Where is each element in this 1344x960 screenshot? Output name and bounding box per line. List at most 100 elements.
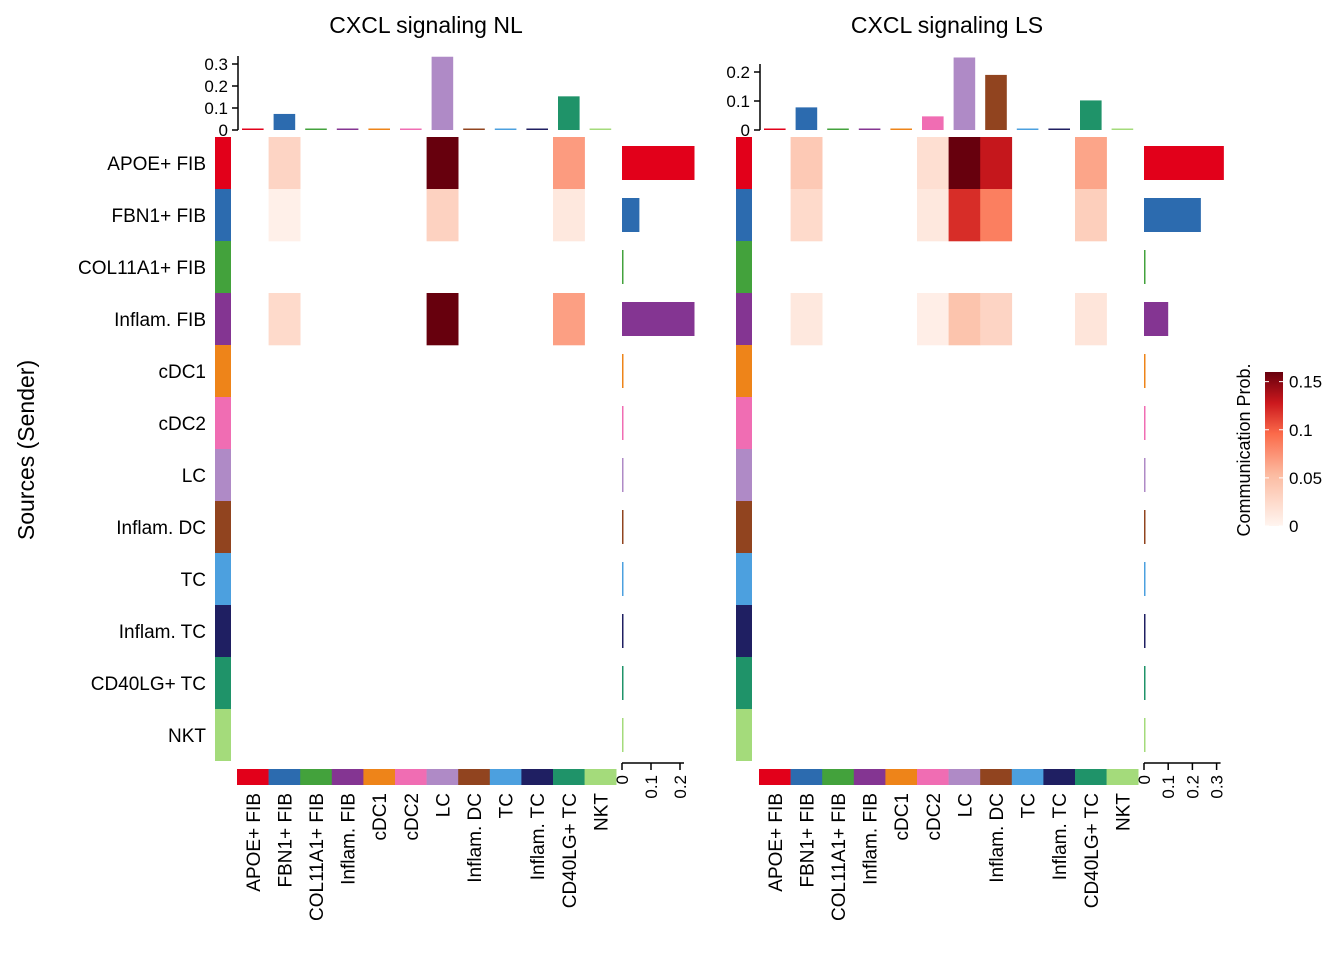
column-label: NKT: [591, 793, 612, 831]
row-color-bar: [736, 553, 752, 605]
row-color-bar: [736, 345, 752, 397]
right-bar: [1144, 458, 1146, 492]
heatmap-cell: [553, 137, 585, 190]
heatmap-cell: [790, 137, 823, 190]
column-color-bar: [759, 769, 791, 785]
top-bar: [795, 107, 818, 130]
row-color-bar: [736, 293, 752, 345]
row-color-bar: [215, 657, 231, 709]
top-bar: [1111, 128, 1134, 130]
row-label: COL11A1+ FIB: [78, 258, 206, 279]
right-axis-tick-label: 0: [1135, 775, 1154, 784]
legend-tick-label: 0.1: [1289, 421, 1313, 440]
heatmap-cell: [268, 293, 301, 346]
top-bar: [558, 96, 580, 130]
right-axis-tick-label: 0.1: [642, 775, 661, 799]
right-axis-tick-label: 0.2: [671, 775, 690, 799]
column-color-bar: [521, 769, 554, 785]
right-bar: [1144, 718, 1146, 752]
color-legend: Communication Prob. 0 0.05 0.1 0.15: [1234, 363, 1322, 536]
column-color-bar: [948, 769, 981, 785]
column-color-bar: [300, 769, 333, 785]
row-color-bar: [215, 137, 231, 189]
heatmap-cell: [1075, 137, 1107, 190]
row-color-bar: [215, 397, 231, 449]
column-label: COL11A1+ FIB: [829, 793, 850, 921]
row-color-bar: [215, 345, 231, 397]
column-color-bar: [1011, 769, 1044, 785]
column-color-bar: [1075, 769, 1107, 785]
row-label: Inflam. DC: [116, 518, 206, 539]
column-label: FBN1+ FIB: [275, 793, 296, 888]
right-axis-tick-label: 0.3: [1208, 775, 1227, 799]
right-bar: [1144, 250, 1146, 284]
row-color-bar: [215, 501, 231, 553]
row-color-bar: [215, 293, 231, 345]
top-bar: [953, 57, 976, 130]
y-axis-label: Sources (Sender): [13, 360, 39, 540]
legend-tick-label: 0.05: [1289, 469, 1322, 488]
column-label: COL11A1+ FIB: [307, 793, 328, 921]
column-color-bar: [790, 769, 823, 785]
top-bar: [1080, 100, 1102, 130]
legend-tick-label: 0.15: [1289, 373, 1322, 392]
column-color-bar: [237, 769, 269, 785]
heatmap-cell: [917, 189, 949, 242]
row-color-bar: [215, 449, 231, 501]
column-color-bar: [458, 769, 491, 785]
right-bar: [622, 406, 624, 440]
right-bar: [622, 718, 624, 752]
top-bar: [858, 128, 881, 130]
right-bar: [1144, 302, 1169, 336]
column-color-bar: [822, 769, 855, 785]
right-bar: [622, 146, 695, 180]
row-color-bar: [215, 605, 231, 657]
column-color-bar: [489, 769, 522, 785]
row-label: TC: [181, 570, 206, 591]
panels-layer: CXCL signaling NL APOE+ FIB FBN1+ FIB COL11…: [78, 12, 1227, 921]
right-bar: [1144, 614, 1146, 648]
row-color-bar: [736, 241, 752, 293]
column-label: CD40LG+ TC: [560, 793, 581, 908]
legend-title: Communication Prob.: [1234, 363, 1254, 536]
top-bar: [985, 74, 1007, 130]
row-color-bar: [736, 189, 752, 241]
heatmap-cell: [980, 293, 1013, 346]
top-bar: [431, 56, 454, 130]
row-label: cDC1: [158, 362, 206, 383]
right-bar: [622, 510, 624, 544]
heatmap-cell: [426, 293, 459, 346]
heatmap-cell: [426, 137, 459, 190]
top-bar: [305, 128, 327, 130]
right-bar: [1144, 198, 1201, 232]
right-bar: [1144, 510, 1146, 544]
column-color-bar: [395, 769, 427, 785]
row-label: CD40LG+ TC: [91, 674, 206, 695]
heatmap-cell: [1075, 293, 1107, 346]
right-bar: [622, 302, 695, 336]
top-axis-tick-label: 0.1: [204, 99, 228, 118]
top-bar: [526, 128, 548, 130]
column-color-bar: [584, 769, 617, 785]
right-bar: [622, 198, 640, 232]
row-color-bar: [215, 189, 231, 241]
right-bar: [1144, 562, 1146, 596]
column-color-bar: [980, 769, 1013, 785]
row-label: NKT: [168, 726, 206, 747]
right-axis-tick-label: 0.1: [1159, 775, 1178, 799]
top-bar: [494, 128, 517, 130]
right-bar: [622, 614, 624, 648]
panel-nl: CXCL signaling NL APOE+ FIB FBN1+ FIB COL11…: [78, 12, 695, 921]
panel-title: CXCL signaling LS: [851, 12, 1043, 38]
column-color-bar: [917, 769, 949, 785]
top-bar: [922, 116, 944, 130]
heatmap-cell: [948, 293, 981, 346]
row-color-bar: [736, 137, 752, 189]
row-color-bar: [736, 605, 752, 657]
top-axis-tick-label: 0: [741, 121, 750, 140]
column-label: Inflam. TC: [528, 793, 549, 880]
heatmap-cell: [553, 189, 585, 242]
top-bar: [764, 128, 786, 130]
row-color-bar: [215, 553, 231, 605]
column-label: APOE+ FIB: [766, 793, 787, 892]
